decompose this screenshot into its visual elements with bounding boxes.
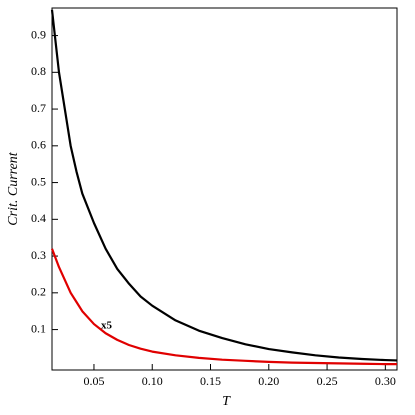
y-tick-label: 0.8 bbox=[31, 64, 46, 78]
plot-frame bbox=[51, 7, 398, 371]
x-tick-label: 0.15 bbox=[200, 374, 221, 388]
y-tick-label: 0.7 bbox=[31, 101, 46, 115]
x-tick-label: 0.20 bbox=[258, 374, 279, 388]
data-line bbox=[50, 9, 398, 362]
y-tick-label: 0.4 bbox=[31, 211, 46, 225]
y-axis-label: Crit. Current bbox=[6, 151, 21, 225]
data-line bbox=[50, 248, 397, 366]
y-tick-label: 0.2 bbox=[31, 285, 46, 299]
y-tick-label: 0.6 bbox=[31, 138, 46, 152]
x-tick-label: 0.05 bbox=[83, 374, 104, 388]
y-tick-label: 0.9 bbox=[31, 27, 46, 41]
x-tick-label: 0.30 bbox=[375, 374, 396, 388]
y-tick-label: 0.1 bbox=[31, 321, 46, 335]
x-axis-label: T bbox=[222, 394, 231, 409]
x-tick-label: 0.10 bbox=[142, 374, 163, 388]
y-tick-label: 0.5 bbox=[31, 174, 46, 188]
y-tick-label: 0.3 bbox=[31, 248, 46, 262]
annotation: x5 bbox=[101, 320, 113, 332]
x-tick-label: 0.25 bbox=[317, 374, 338, 388]
